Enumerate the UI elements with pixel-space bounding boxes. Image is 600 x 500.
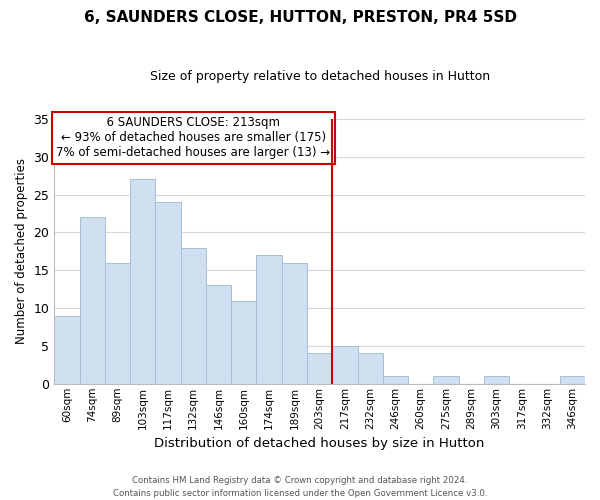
Bar: [560, 376, 585, 384]
Bar: [231, 300, 256, 384]
Bar: [206, 286, 231, 384]
Bar: [155, 202, 181, 384]
Bar: [383, 376, 408, 384]
Text: 6 SAUNDERS CLOSE: 213sqm  
← 93% of detached houses are smaller (175)
7% of semi: 6 SAUNDERS CLOSE: 213sqm ← 93% of detach…: [56, 116, 331, 160]
Y-axis label: Number of detached properties: Number of detached properties: [15, 158, 28, 344]
Text: 6, SAUNDERS CLOSE, HUTTON, PRESTON, PR4 5SD: 6, SAUNDERS CLOSE, HUTTON, PRESTON, PR4 …: [83, 10, 517, 25]
Bar: [130, 180, 155, 384]
Bar: [307, 354, 332, 384]
Bar: [332, 346, 358, 384]
Bar: [80, 218, 105, 384]
Bar: [433, 376, 458, 384]
Bar: [105, 262, 130, 384]
Bar: [256, 255, 282, 384]
Title: Size of property relative to detached houses in Hutton: Size of property relative to detached ho…: [149, 70, 490, 83]
X-axis label: Distribution of detached houses by size in Hutton: Distribution of detached houses by size …: [154, 437, 485, 450]
Bar: [358, 354, 383, 384]
Bar: [282, 262, 307, 384]
Bar: [484, 376, 509, 384]
Text: Contains HM Land Registry data © Crown copyright and database right 2024.
Contai: Contains HM Land Registry data © Crown c…: [113, 476, 487, 498]
Bar: [54, 316, 80, 384]
Bar: [181, 248, 206, 384]
